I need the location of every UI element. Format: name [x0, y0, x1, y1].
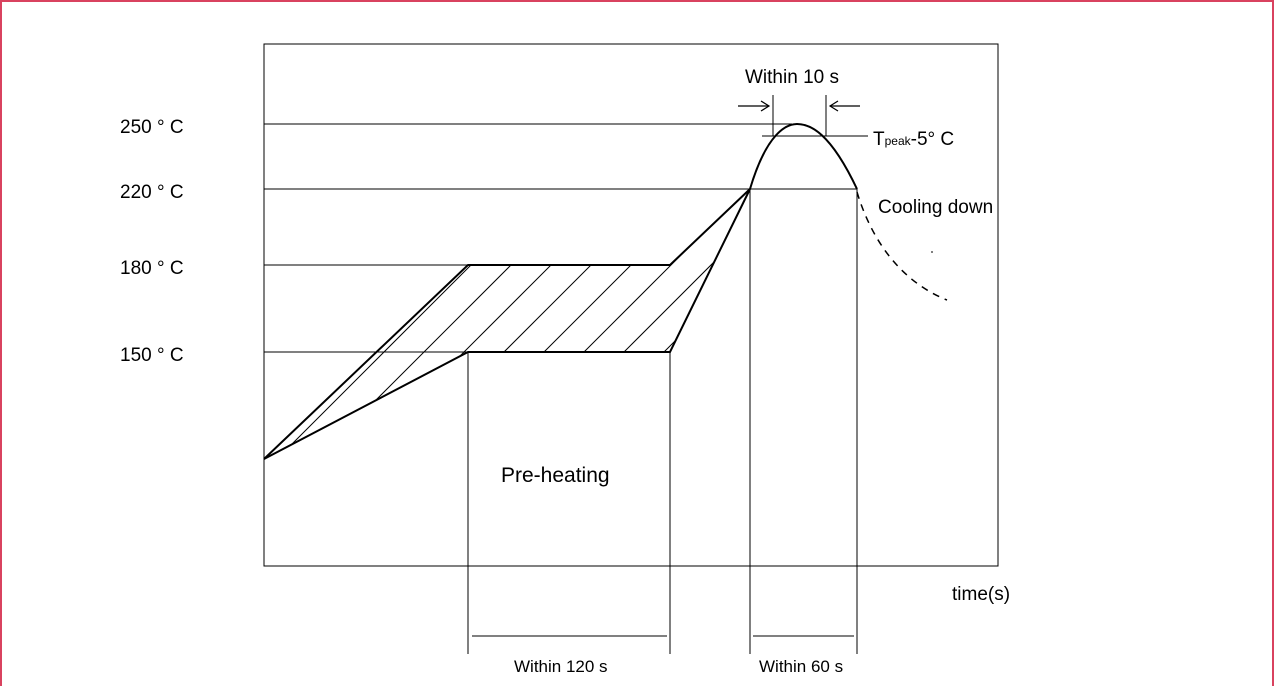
- upper-profile-curve: [263, 188, 751, 460]
- right-arrow-icon: [738, 100, 771, 112]
- peak-curve: [749, 122, 858, 190]
- label-tpeak: Tpeak-5° C: [873, 129, 954, 150]
- label-250c: 250 ° C: [120, 117, 184, 138]
- label-180c: 180 ° C: [120, 258, 184, 279]
- cooling-curve: [856, 191, 948, 301]
- label-within-10s: Within 10 s: [745, 67, 839, 88]
- label-cooling-down: Cooling down: [878, 197, 993, 218]
- label-220c: 220 ° C: [120, 182, 184, 203]
- plot-frame: [263, 43, 999, 567]
- left-arrow-icon: [828, 100, 860, 112]
- label-pre-heating: Pre-heating: [501, 464, 610, 487]
- preheat-hatching: [264, 251, 750, 459]
- lower-profile-curve: [263, 188, 751, 460]
- label-within-60s: Within 60 s: [759, 657, 843, 676]
- label-time-axis: time(s): [952, 584, 1010, 605]
- label-within-120s: Within 120 s: [514, 657, 608, 676]
- label-150c: 150 ° C: [120, 345, 184, 366]
